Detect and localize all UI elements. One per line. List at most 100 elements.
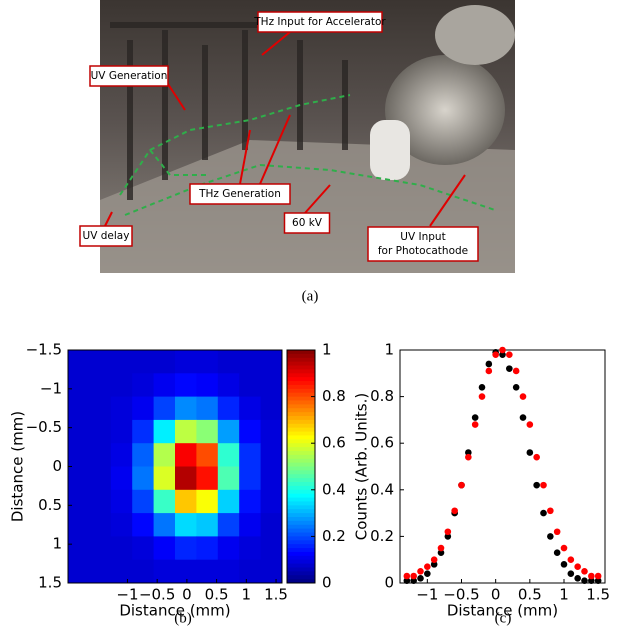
colorbar-tick-label: 0 <box>322 574 332 592</box>
data-point <box>512 367 520 375</box>
annotation-box <box>257 11 383 33</box>
colorbar-step <box>287 485 315 491</box>
colorbar-step <box>287 482 315 487</box>
data-point <box>553 528 561 536</box>
colorbar-step <box>287 361 315 367</box>
heatmap-cell <box>260 513 283 537</box>
heatmap-cell <box>260 489 283 514</box>
heatmap-cell <box>196 536 219 561</box>
heatmap-cell <box>175 396 197 421</box>
heatmap-cell <box>132 559 155 584</box>
colorbar-step <box>287 377 315 382</box>
x-axis-label: Distance (mm) <box>447 602 558 620</box>
x-tick-label: 1 <box>242 586 252 604</box>
heatmap-cell <box>68 513 90 537</box>
y-tick-label: 0 <box>384 574 394 592</box>
colorbar-step <box>287 357 315 363</box>
colorbar-tick-label: 0.2 <box>322 527 346 545</box>
heatmap-cell <box>153 536 176 561</box>
heatmap-cell <box>239 513 262 537</box>
heatmap-cell <box>260 559 283 584</box>
y-tick-label: 0.8 <box>370 387 394 405</box>
data-point <box>492 351 499 358</box>
data-point <box>574 563 581 570</box>
y-axis-label: Counts (Arb. Units.) <box>353 393 371 540</box>
annotation-label: 60 kV <box>292 217 323 229</box>
caption: (b) <box>174 610 192 626</box>
colorbar-step <box>287 505 315 510</box>
data-point <box>560 561 568 568</box>
heatmap-cell <box>110 489 133 514</box>
data-point <box>512 383 520 391</box>
colorbar-step <box>287 365 315 370</box>
colorbar-step <box>287 520 315 526</box>
heatmap-cell <box>175 466 197 491</box>
heatmap-cell <box>68 536 90 561</box>
colorbar-tick-label: 0.4 <box>322 480 346 498</box>
colorbar-step <box>287 524 315 530</box>
data-point <box>519 393 527 400</box>
colorbar-tick-label: 0.6 <box>322 434 346 452</box>
colorbar-step <box>287 419 315 425</box>
data-point <box>594 572 602 580</box>
x-tick-label: 0.5 <box>518 586 542 604</box>
colorbar-step <box>287 516 315 522</box>
heatmap-cell <box>89 419 112 444</box>
y-tick-label: 0.2 <box>370 527 394 545</box>
heatmap-cell <box>68 559 90 584</box>
heatmap-cell <box>239 443 262 467</box>
colorbar-step <box>287 493 315 499</box>
y-tick-label: 0.5 <box>38 496 62 514</box>
heatmap-cell <box>196 489 219 514</box>
data-point <box>410 572 417 580</box>
heatmap-cell <box>196 513 219 537</box>
y-tick-label: 1 <box>52 535 62 553</box>
heatmap-cell <box>89 559 112 584</box>
data-point <box>444 533 452 540</box>
annotation-box <box>89 65 169 87</box>
colorbar-step <box>287 373 315 378</box>
heatmap-cell <box>175 536 197 561</box>
heatmap-cell <box>217 466 240 491</box>
colorbar-step <box>287 470 315 475</box>
heatmap-cell <box>68 466 90 491</box>
heatmap-cell <box>110 419 133 444</box>
heatmap-cell <box>239 396 262 421</box>
annotation-label: THz Input for Accelerator <box>253 16 386 28</box>
heatmap-cell <box>68 443 90 467</box>
data-point <box>540 481 547 489</box>
heatmap-cell <box>110 513 133 537</box>
colorbar-step <box>287 555 315 561</box>
y-tick-label: 1 <box>384 341 394 359</box>
data-point <box>547 533 554 540</box>
heatmap-cell <box>239 536 262 561</box>
heatmap-cell <box>217 396 240 421</box>
x-tick-label: −1 <box>116 586 138 604</box>
data-point <box>553 549 561 557</box>
heatmap-cell <box>153 559 176 584</box>
data-point <box>547 507 554 515</box>
data-point <box>560 544 568 552</box>
data-point <box>581 568 588 575</box>
data-point <box>424 563 431 570</box>
heatmap-cell <box>132 350 155 374</box>
heatmap-cell <box>68 396 90 421</box>
colorbar-tick-label: 0.8 <box>322 387 346 405</box>
heatmap-cell <box>196 559 219 584</box>
heatmap-cell <box>239 350 262 374</box>
data-point <box>430 556 438 563</box>
heatmap-cell <box>153 466 176 491</box>
annotation-label: THz Generation <box>198 188 281 200</box>
heatmap-cell <box>89 396 112 421</box>
heatmap-cell <box>68 350 90 374</box>
y-tick-label: 0 <box>52 457 62 475</box>
heatmap-cell <box>132 466 155 491</box>
data-point <box>594 577 602 584</box>
data-point <box>567 556 575 563</box>
heatmap-cell <box>153 489 176 514</box>
x-tick-label: 1 <box>559 586 569 604</box>
heatmap-cell <box>217 513 240 537</box>
heatmap-cell <box>175 489 197 514</box>
annotation-box <box>79 225 133 247</box>
heatmap-cell <box>239 373 262 398</box>
